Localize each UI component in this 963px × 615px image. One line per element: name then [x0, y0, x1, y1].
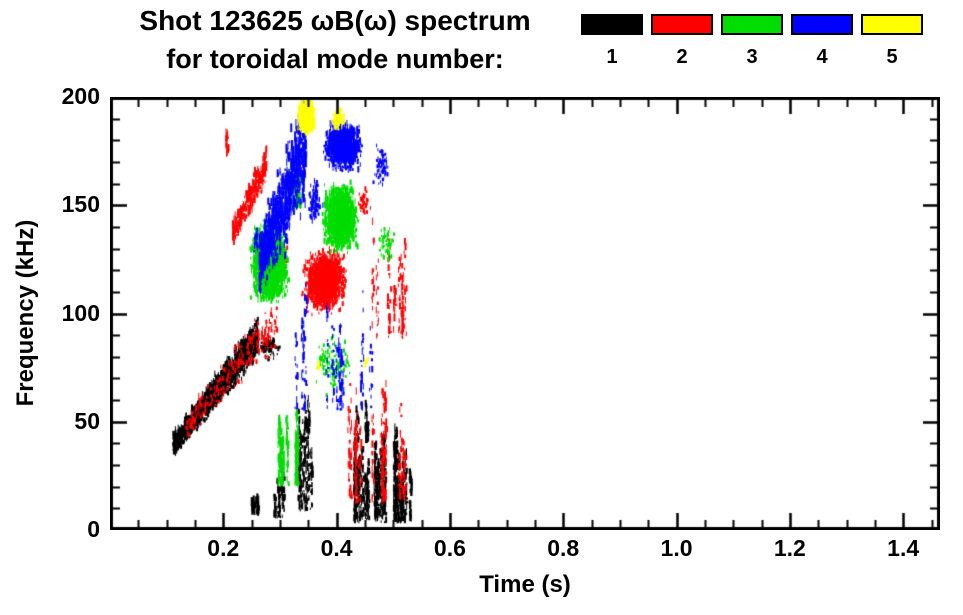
legend-label-mode-1: 1	[606, 46, 618, 68]
chart-title: Shot 123625 ωB(ω) spectrum	[139, 5, 531, 36]
chart-subtitle: for toroidal mode number:	[166, 44, 504, 74]
y-tick-0: 0	[87, 516, 100, 542]
legend-swatch-mode-3	[721, 14, 783, 35]
y-tick-50: 50	[74, 407, 100, 434]
y-tick-100: 100	[61, 299, 100, 326]
legend-mode-numbers: 1 2 3 4 5	[581, 46, 923, 69]
legend-swatch-mode-1	[581, 14, 643, 35]
x-axis-label: Time (s)	[479, 571, 571, 598]
y-tick-200: 200	[61, 83, 100, 109]
x-tick-0.4: 0.4	[320, 535, 353, 561]
legend-label-mode-5: 5	[886, 46, 898, 68]
legend-label-mode-2: 2	[676, 46, 688, 68]
legend-label-mode-4: 4	[816, 46, 828, 68]
legend-label-mode-3: 3	[746, 46, 758, 68]
legend-swatch-mode-5	[861, 14, 923, 35]
spectrogram-canvas	[110, 97, 940, 530]
legend-swatch-mode-2	[651, 14, 713, 35]
legend-swatches	[581, 14, 923, 35]
legend-swatch-mode-4	[791, 14, 853, 35]
x-tick-1.4: 1.4	[887, 535, 920, 561]
x-tick-0.8: 0.8	[547, 535, 580, 561]
x-tick-1.0: 1.0	[660, 535, 693, 561]
x-tick-1.2: 1.2	[773, 535, 806, 561]
x-tick-0.2: 0.2	[207, 535, 240, 561]
x-tick-0.6: 0.6	[433, 535, 466, 561]
y-tick-150: 150	[61, 191, 100, 218]
